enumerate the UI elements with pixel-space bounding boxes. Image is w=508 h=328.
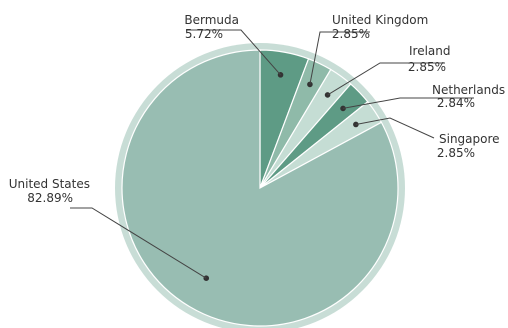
- label-value-ireland: 2.85%: [408, 60, 446, 74]
- label-value-singapore: 2.85%: [437, 146, 475, 160]
- label-name-bermuda: Bermuda: [184, 13, 239, 27]
- label-name-ireland: Ireland: [409, 44, 451, 58]
- leader-dot-ireland: [325, 92, 331, 98]
- label-name-united-kingdom: United Kingdom: [332, 13, 428, 27]
- label-value-netherlands: 2.84%: [437, 96, 475, 110]
- leader-dot-united-states: [203, 275, 209, 281]
- label-value-bermuda: 5.72%: [185, 27, 223, 41]
- label-name-united-states: United States: [9, 177, 90, 191]
- label-name-singapore: Singapore: [439, 132, 500, 146]
- label-value-united-states: 82.89%: [27, 191, 73, 205]
- label-name-netherlands: Netherlands: [432, 83, 505, 97]
- label-value-united-kingdom: 2.85%: [332, 27, 370, 41]
